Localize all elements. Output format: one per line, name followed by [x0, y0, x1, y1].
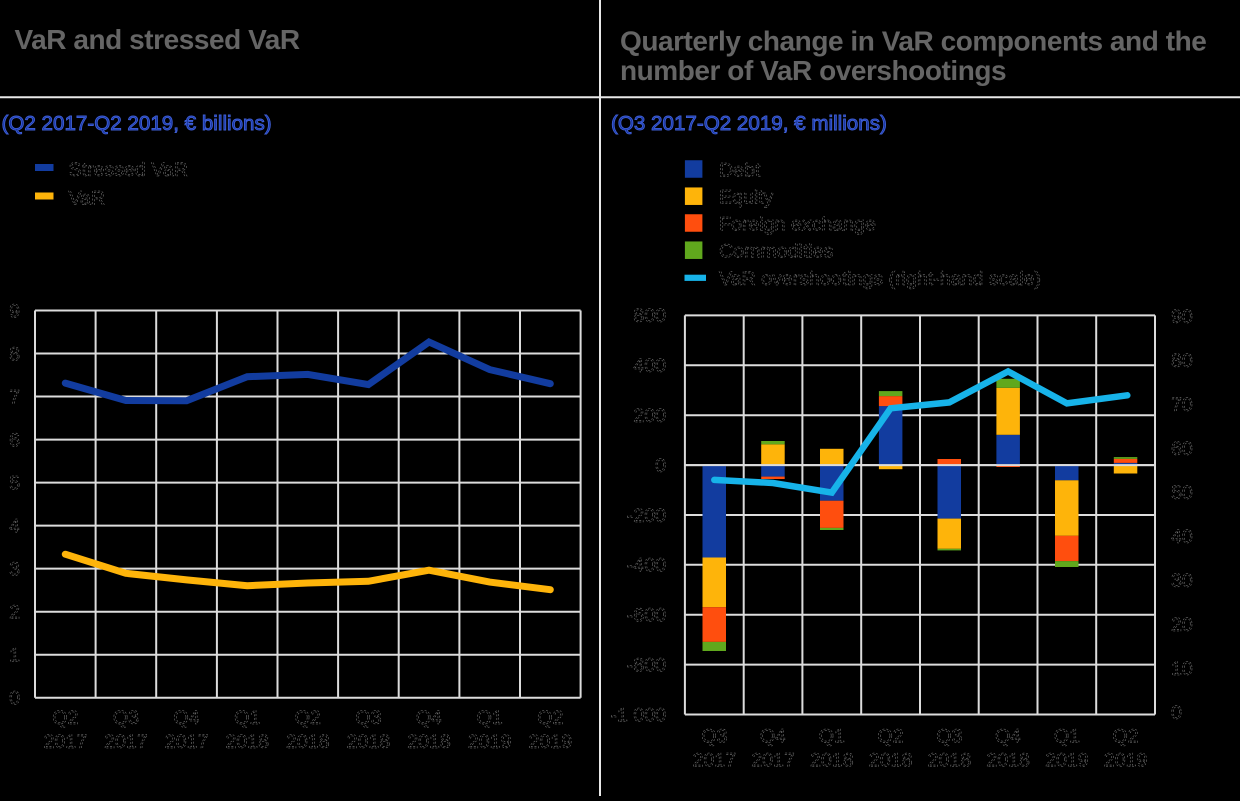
svg-text:2019: 2019: [529, 731, 573, 753]
svg-text:800: 800: [633, 305, 666, 327]
svg-text:-600: -600: [627, 605, 666, 627]
svg-text:50: 50: [1171, 482, 1193, 504]
svg-text:Foreign exchange: Foreign exchange: [719, 213, 876, 235]
svg-text:Q3: Q3: [936, 726, 962, 748]
svg-text:Q4: Q4: [416, 707, 442, 729]
svg-text:Debt: Debt: [719, 159, 761, 181]
svg-text:Q2: Q2: [295, 707, 321, 729]
svg-text:1: 1: [9, 645, 20, 667]
svg-text:400: 400: [633, 355, 666, 377]
svg-text:30: 30: [1171, 570, 1193, 592]
svg-text:0: 0: [1171, 702, 1182, 724]
svg-text:2017: 2017: [693, 749, 737, 771]
svg-text:200: 200: [633, 405, 666, 427]
svg-text:4: 4: [9, 515, 20, 537]
svg-text:Q1: Q1: [477, 707, 503, 729]
svg-text:Q1: Q1: [819, 726, 845, 748]
svg-text:-200: -200: [627, 505, 666, 527]
svg-text:number of VaR overshootings: number of VaR overshootings: [620, 55, 1006, 86]
svg-text:10: 10: [1171, 658, 1193, 680]
svg-text:Quarterly change in VaR compon: Quarterly change in VaR components and t…: [620, 26, 1206, 57]
svg-text:20: 20: [1171, 614, 1193, 636]
svg-text:Equity: Equity: [719, 187, 774, 209]
svg-text:9: 9: [9, 300, 20, 322]
svg-text:6: 6: [9, 429, 20, 451]
svg-text:Q2: Q2: [52, 707, 78, 729]
svg-text:40: 40: [1171, 526, 1193, 548]
svg-text:2018: 2018: [986, 749, 1030, 771]
svg-text:2: 2: [9, 602, 20, 624]
svg-text:7: 7: [9, 386, 20, 408]
svg-text:Q2: Q2: [878, 726, 904, 748]
svg-text:8: 8: [9, 343, 20, 365]
svg-text:2018: 2018: [286, 731, 330, 753]
svg-text:0: 0: [9, 688, 20, 710]
svg-text:Q2: Q2: [537, 707, 563, 729]
svg-text:Q1: Q1: [234, 707, 260, 729]
svg-text:Q2: Q2: [1113, 726, 1139, 748]
svg-text:2018: 2018: [928, 749, 972, 771]
svg-text:2017: 2017: [165, 731, 209, 753]
svg-text:VaR: VaR: [69, 187, 106, 209]
svg-text:3: 3: [9, 558, 20, 580]
svg-text:Q1: Q1: [1054, 726, 1080, 748]
svg-text:80: 80: [1171, 350, 1193, 372]
svg-text:2017: 2017: [44, 731, 88, 753]
svg-text:Stressed VaR: Stressed VaR: [69, 159, 188, 181]
svg-text:VaR overshootings (right-hand: VaR overshootings (right-hand scale): [719, 268, 1041, 290]
svg-text:Q4: Q4: [995, 726, 1021, 748]
svg-text:-400: -400: [627, 555, 666, 577]
svg-text:VaR and stressed VaR: VaR and stressed VaR: [15, 24, 300, 55]
svg-text:70: 70: [1171, 394, 1193, 416]
svg-text:Q3: Q3: [113, 707, 139, 729]
svg-text:2018: 2018: [407, 731, 451, 753]
svg-text:2018: 2018: [225, 731, 269, 753]
svg-text:2018: 2018: [810, 749, 854, 771]
svg-text:2018: 2018: [869, 749, 913, 771]
svg-text:2018: 2018: [347, 731, 391, 753]
svg-text:2019: 2019: [468, 731, 512, 753]
svg-text:2017: 2017: [751, 749, 795, 771]
svg-text:2019: 2019: [1104, 749, 1148, 771]
svg-text:-1 000: -1 000: [610, 704, 666, 726]
svg-text:0: 0: [655, 455, 666, 477]
svg-text:2017: 2017: [104, 731, 148, 753]
svg-text:Q4: Q4: [760, 726, 786, 748]
svg-text:-800: -800: [627, 654, 666, 676]
svg-text:(Q3 2017-Q2 2019, € millions): (Q3 2017-Q2 2019, € millions): [611, 112, 887, 135]
svg-text:5: 5: [9, 472, 20, 494]
svg-text:2019: 2019: [1045, 749, 1089, 771]
svg-text:Q3: Q3: [701, 726, 727, 748]
svg-text:60: 60: [1171, 438, 1193, 460]
svg-text:Commodities: Commodities: [719, 241, 834, 263]
svg-text:Q3: Q3: [355, 707, 381, 729]
svg-text:Q4: Q4: [174, 707, 200, 729]
svg-text:90: 90: [1171, 306, 1193, 328]
svg-text:(Q2 2017-Q2 2019, € billions): (Q2 2017-Q2 2019, € billions): [2, 112, 272, 135]
